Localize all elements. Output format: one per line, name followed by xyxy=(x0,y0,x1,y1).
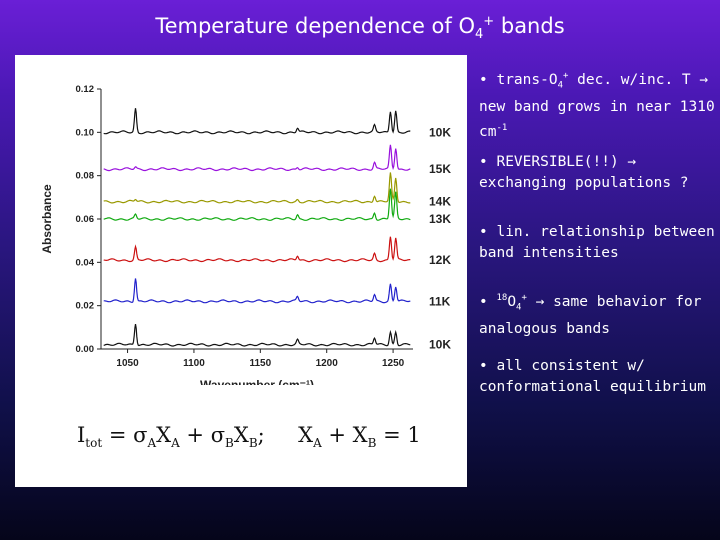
eq-x3: X xyxy=(298,423,314,447)
series-line-11K xyxy=(103,278,411,304)
series-label-10K: 10K xyxy=(429,338,451,352)
eq-a3: A xyxy=(313,436,322,451)
eq-semi: ; xyxy=(257,423,265,447)
bullet-reversible: • REVERSIBLE(!!) → exchanging population… xyxy=(479,154,689,191)
eq-x1: X xyxy=(156,423,172,447)
spectrum-chart: 0.00 0.02 0.04 0.06 0.08 0.10 0.12 1050 1100 1150… xyxy=(40,84,451,385)
eq-b1: B xyxy=(225,436,234,451)
spectrum-panel: 0.00 0.02 0.04 0.06 0.08 0.10 0.12 1050 1100 1150… xyxy=(15,55,467,487)
series-line-14K xyxy=(103,172,411,204)
y-tick-label: 0.02 xyxy=(76,301,95,312)
series-label-14K: 14K xyxy=(429,195,451,209)
title-text: Temperature dependence of O xyxy=(155,14,475,38)
x-tick-label: 1200 xyxy=(316,358,339,369)
series-line-13K xyxy=(103,188,411,222)
eq-a1: A xyxy=(147,436,157,451)
series-label-12K: 12K xyxy=(429,253,451,267)
bullet-1-prefix: • trans-O xyxy=(479,71,558,88)
series-line-10K xyxy=(103,324,411,347)
bullet-4-mol: O xyxy=(507,293,517,310)
y-tick-label: 0.08 xyxy=(76,171,95,182)
bullet-4-sup: + xyxy=(521,293,527,303)
eq-b3: B xyxy=(367,436,377,451)
eq-tot: tot xyxy=(85,436,103,451)
series-label-10K: 10K xyxy=(429,125,451,139)
series-label-15K: 15K xyxy=(429,162,451,176)
bullet-4-iso: 18 xyxy=(496,293,508,303)
y-tick-label: 0.00 xyxy=(76,344,95,355)
y-tick-label: 0.10 xyxy=(76,127,95,138)
eq-eq1: = σ xyxy=(102,423,148,447)
slide-title: Temperature dependence of O4+ bands xyxy=(0,14,720,42)
bullet-conformational: • all consistent w/ conformational equil… xyxy=(479,358,706,395)
y-tick-label: 0.12 xyxy=(76,84,95,95)
series-label-13K: 13K xyxy=(429,212,451,226)
series-line-12K xyxy=(103,236,411,263)
bullet-1-sup: + xyxy=(563,71,569,81)
eq-i: I xyxy=(77,423,86,447)
y-tick-label: 0.04 xyxy=(76,257,95,268)
x-tick-label: 1100 xyxy=(183,358,205,369)
bullet-4-prefix: • xyxy=(479,293,497,310)
equation: Itot = σAXA + σBXB; XA + XB = 1 xyxy=(77,423,421,450)
x-tick-label: 1150 xyxy=(249,358,271,369)
title-subscript: 4 xyxy=(475,27,484,43)
bullet-4-text: → same behavior for analogous bands xyxy=(479,293,702,337)
eq-plus2: + X xyxy=(321,423,368,447)
bullet-trans-o4: • trans-O4+ dec. w/inc. T → new band gro… xyxy=(479,66,715,143)
x-tick-label: 1050 xyxy=(116,358,139,369)
title-superscript: + xyxy=(483,14,495,29)
bullet-18o4: • 18O4+ → same behavior for analogous ba… xyxy=(479,288,715,340)
eq-plus: + σ xyxy=(179,423,226,447)
series-line-10K xyxy=(103,108,411,135)
x-tick-label: 1250 xyxy=(382,358,405,369)
y-axis-label: Absorbance xyxy=(40,184,54,254)
x-axis-label: Wavenumber (cm⁻¹) xyxy=(200,378,314,385)
eq-b2: B xyxy=(248,436,258,451)
series-label-11K: 11K xyxy=(429,294,451,308)
bullet-1-sub: 4 xyxy=(557,80,563,91)
bullet-4-sub: 4 xyxy=(516,302,522,313)
eq-eq2: = 1 xyxy=(376,423,421,447)
bullet-1-text: dec. w/inc. T → new band grows in near 1… xyxy=(479,71,715,140)
eq-a2: A xyxy=(171,436,180,451)
eq-gap xyxy=(265,423,298,447)
series-line-15K xyxy=(103,144,411,172)
bullet-1-unit-sup: -1 xyxy=(496,122,508,133)
title-tail: bands xyxy=(494,14,565,38)
eq-x2: X xyxy=(233,423,249,447)
y-tick-label: 0.06 xyxy=(76,214,95,225)
bullet-linear-relationship: • lin. relationship between band intensi… xyxy=(479,224,715,261)
